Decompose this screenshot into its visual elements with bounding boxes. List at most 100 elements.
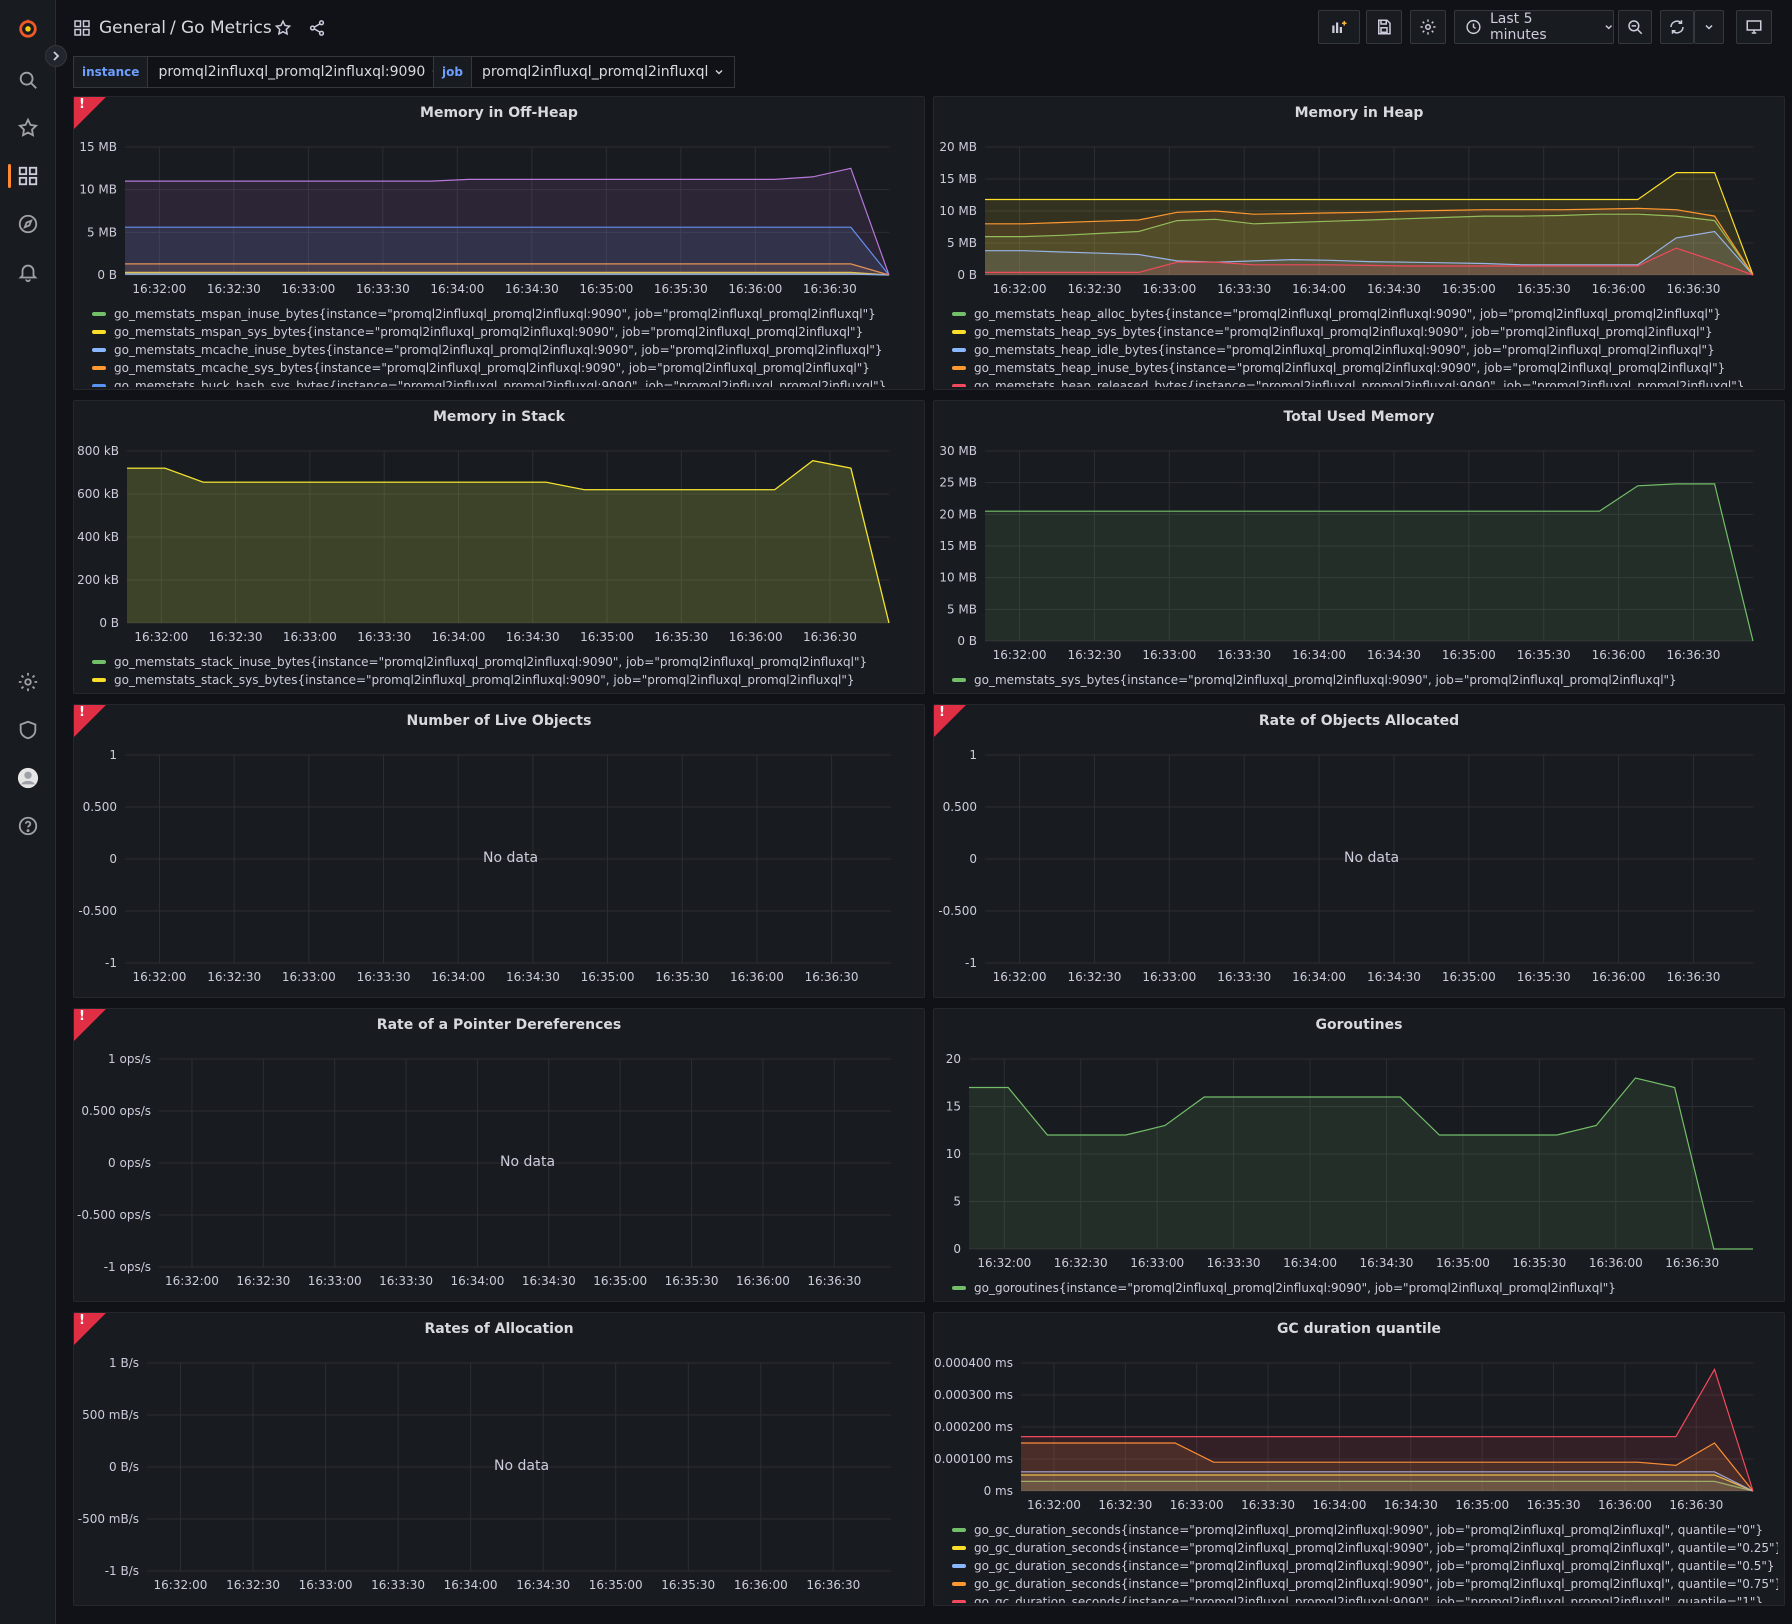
panel-title[interactable]: Memory in Stack (432, 409, 565, 425)
zoom-out-button[interactable] (1618, 10, 1652, 44)
series-line[interactable] (125, 272, 890, 276)
legend-item[interactable]: go_memstats_heap_idle_bytes{instance="pr… (952, 341, 1778, 359)
legend-item[interactable]: go_memstats_buck_hash_sys_bytes{instance… (92, 377, 918, 387)
legend-item[interactable]: go_memstats_mspan_sys_bytes{instance="pr… (92, 323, 918, 341)
search-icon[interactable] (12, 64, 44, 96)
panel-title[interactable]: Rate of Objects Allocated (1258, 713, 1460, 729)
panel-chart[interactable]: 800 kB 600 kB 400 kB 200 kB 0 B 16:32:00 16:32… (74, 401, 925, 694)
star-icon[interactable] (274, 19, 292, 37)
legend-item[interactable]: go_memstats_mcache_inuse_bytes{instance=… (92, 341, 918, 359)
panel-title[interactable]: Memory in Off-Heap (420, 105, 578, 121)
series-line[interactable] (125, 271, 890, 276)
series-line[interactable] (127, 460, 890, 624)
panel-deref[interactable]: Rate of a Pointer Dereferences! 1 ops/s 0.… (73, 1008, 925, 1302)
panel-chart[interactable]: 0.000400 ms 0.000300 ms 0.000200 ms 0.00010… (934, 1313, 1785, 1606)
panel-chart[interactable]: 20 MB 15 MB 10 MB 5 MB 0 B 16:32:00 16:32:30 16… (934, 97, 1785, 390)
panel-title[interactable]: GC duration quantile (1276, 1321, 1442, 1337)
time-range-picker[interactable]: Last 5 minutes (1454, 10, 1614, 44)
panel-title[interactable]: Memory in Heap (1294, 105, 1424, 121)
dashboard-title[interactable]: Go Metrics (181, 18, 272, 38)
panel-goroutines[interactable]: Goroutines 20 15 10 5 0 16:32:00 16:32:30 16:33:… (933, 1008, 1785, 1302)
series-line[interactable] (985, 207, 1754, 276)
series-line[interactable] (1021, 1474, 1754, 1492)
panel-chart[interactable]: 1 0.500 0 -0.500 -1 16:32:00 16:32:30 16:33:00 1… (934, 705, 1785, 998)
alerting-bell-icon[interactable] (12, 256, 44, 288)
panel-title[interactable]: Total Used Memory (1283, 409, 1435, 425)
panel-error-icon[interactable]: ! (934, 705, 966, 737)
panel-gc[interactable]: GC duration quantile 0.000400 ms 0.000300 … (933, 1312, 1785, 1606)
series-line[interactable] (125, 167, 890, 276)
series-line[interactable] (985, 171, 1754, 276)
configuration-gear-icon[interactable] (12, 666, 44, 698)
breadcrumb-folder[interactable]: General (99, 18, 166, 38)
grafana-logo-icon[interactable] (12, 12, 44, 44)
series-line[interactable] (125, 226, 890, 276)
panel-live[interactable]: Number of Live Objects! 1 0.500 0 -0.500 -1 16… (73, 704, 925, 998)
panel-rates[interactable]: Rates of Allocation! 1 B/s 500 mB/s 0 B/s -5… (73, 1312, 925, 1606)
legend-item[interactable]: go_memstats_mspan_inuse_bytes{instance="… (92, 305, 918, 323)
save-dashboard-button[interactable] (1366, 10, 1402, 44)
series-line[interactable] (125, 263, 890, 276)
refresh-button[interactable] (1660, 10, 1694, 44)
legend-item[interactable]: go_memstats_stack_inuse_bytes{instance="… (92, 653, 918, 671)
panel-chart[interactable]: 1 B/s 500 mB/s 0 B/s -500 mB/s -1 B/s 16:32:0… (74, 1313, 925, 1606)
panel-heap[interactable]: Memory in Heap 20 MB 15 MB 10 MB 5 MB 0 B 16:3… (933, 96, 1785, 390)
panel-error-icon[interactable]: ! (74, 1313, 106, 1345)
panel-stack[interactable]: Memory in Stack 800 kB 600 kB 400 kB 200 kB 0… (73, 400, 925, 694)
panel-title[interactable]: Number of Live Objects (406, 713, 592, 729)
series-line[interactable] (985, 483, 1754, 642)
series-line[interactable] (1021, 1442, 1754, 1492)
legend-item[interactable]: go_memstats_heap_alloc_bytes{instance="p… (952, 305, 1778, 323)
panel-chart[interactable]: 1 ops/s 0.500 ops/s 0 ops/s -0.500 ops/s -1 … (74, 1009, 925, 1302)
panel-error-icon[interactable]: ! (74, 705, 106, 737)
series-line[interactable] (1021, 1471, 1754, 1492)
add-panel-button[interactable] (1318, 10, 1360, 44)
legend-item[interactable]: go_goroutines{instance="promql2influxql_… (952, 1279, 1778, 1297)
legend-item[interactable]: go_gc_duration_seconds{instance="promql2… (952, 1557, 1778, 1575)
panel-total[interactable]: Total Used Memory 30 MB 25 MB 20 MB 15 MB 10 … (933, 400, 1785, 694)
series-line[interactable] (125, 273, 890, 276)
series-line[interactable] (985, 247, 1754, 276)
series-line[interactable] (1021, 1367, 1754, 1492)
legend-item[interactable]: go_memstats_mcache_sys_bytes{instance="p… (92, 359, 918, 377)
explore-icon[interactable] (12, 208, 44, 240)
dashboards-icon[interactable] (8, 160, 44, 192)
series-line[interactable] (969, 1077, 1753, 1250)
panel-chart[interactable]: 15 MB 10 MB 5 MB 0 B 16:32:00 16:32:30 16:33:0… (74, 97, 925, 390)
shield-icon[interactable] (12, 714, 44, 746)
legend-item[interactable]: go_gc_duration_seconds{instance="promql2… (952, 1575, 1778, 1593)
legend-series-name: go_memstats_heap_alloc_bytes{instance="p… (974, 307, 1722, 321)
legend-item[interactable]: go_memstats_sys_bytes{instance="promql2i… (952, 671, 1778, 689)
panel-title[interactable]: Goroutines (1315, 1017, 1403, 1033)
panel-alloc[interactable]: Rate of Objects Allocated! 1 0.500 0 -0.500 -… (933, 704, 1785, 998)
legend-item[interactable]: go_gc_duration_seconds{instance="promql2… (952, 1593, 1778, 1603)
x-tick-label: 16:35:00 (1436, 1256, 1490, 1270)
panel-offheap[interactable]: Memory in Off-Heap! 15 MB 10 MB 5 MB 0 B 16:3… (73, 96, 925, 390)
share-icon[interactable] (308, 19, 326, 37)
legend-item[interactable]: go_memstats_stack_sys_bytes{instance="pr… (92, 671, 918, 689)
series-line[interactable] (1021, 1480, 1754, 1492)
legend-item[interactable]: go_memstats_heap_released_bytes{instance… (952, 377, 1778, 387)
user-avatar-icon[interactable] (12, 762, 44, 794)
panel-error-icon[interactable]: ! (74, 97, 106, 129)
legend-item[interactable]: go_memstats_heap_inuse_bytes{instance="p… (952, 359, 1778, 377)
series-line[interactable] (985, 213, 1754, 276)
refresh-interval-dropdown[interactable] (1694, 10, 1724, 44)
legend-item[interactable]: go_gc_duration_seconds{instance="promql2… (952, 1521, 1778, 1539)
help-icon[interactable] (12, 810, 44, 842)
panel-chart[interactable]: 30 MB 25 MB 20 MB 15 MB 10 MB 5 MB 0 B 16:32:00… (934, 401, 1785, 694)
starred-icon[interactable] (12, 112, 44, 144)
dashboard-settings-button[interactable] (1410, 10, 1446, 44)
job-variable-select[interactable]: promql2influxql_promql2influxql (471, 56, 736, 88)
panel-title[interactable]: Rates of Allocation (424, 1321, 574, 1337)
tv-mode-button[interactable] (1736, 10, 1772, 44)
panel-chart[interactable]: 1 0.500 0 -0.500 -1 16:32:00 16:32:30 16:33:00 1… (74, 705, 925, 998)
panel-chart[interactable]: 20 15 10 5 0 16:32:00 16:32:30 16:33:00 16:33:30… (934, 1009, 1785, 1302)
instance-variable-select[interactable]: promql2influxql_promql2influxql:9090 (148, 56, 453, 88)
panel-error-icon[interactable]: ! (74, 1009, 106, 1041)
expand-sidebar-chevron-icon[interactable] (45, 45, 67, 67)
series-line[interactable] (985, 230, 1754, 276)
panel-title[interactable]: Rate of a Pointer Dereferences (376, 1017, 622, 1033)
legend-item[interactable]: go_memstats_heap_sys_bytes{instance="pro… (952, 323, 1778, 341)
legend-item[interactable]: go_gc_duration_seconds{instance="promql2… (952, 1539, 1778, 1557)
